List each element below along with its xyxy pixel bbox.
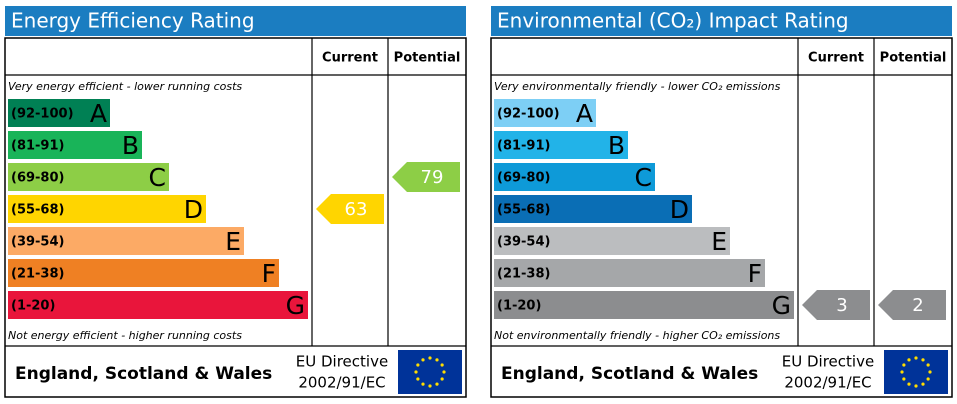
- rating-arrow: [392, 162, 460, 192]
- footer-region: England, Scotland & Wales: [501, 364, 758, 384]
- rating-value: 79: [421, 167, 444, 188]
- band-letter: E: [225, 227, 241, 256]
- eu-star: [421, 382, 425, 386]
- column-header: Potential: [880, 51, 947, 66]
- band-range: (81-91): [11, 139, 64, 154]
- rating-band: [494, 227, 730, 255]
- band-range: (69-80): [497, 171, 550, 186]
- rating-band: [494, 131, 628, 159]
- band-range: (1-20): [497, 299, 541, 314]
- rating-band: [8, 227, 244, 255]
- eu-star: [435, 382, 439, 386]
- rating-arrow: [802, 290, 870, 320]
- eu-star: [902, 363, 906, 367]
- rating-band: [494, 259, 765, 287]
- top-note: Very environmentally friendly - lower CO…: [494, 80, 781, 93]
- band-range: (21-38): [497, 267, 550, 282]
- band-range: (92-100): [11, 107, 74, 122]
- band-letter: G: [772, 291, 791, 320]
- band-letter: F: [748, 259, 762, 288]
- rating-band: [494, 163, 655, 191]
- panel-frame: [490, 37, 953, 398]
- rating-arrow: [316, 194, 384, 224]
- column-header: Current: [322, 51, 378, 66]
- rating-band: [8, 259, 279, 287]
- rating-band: [494, 291, 794, 319]
- eu-star: [900, 370, 904, 374]
- rating-value: 2: [912, 295, 923, 316]
- eu-star: [414, 370, 418, 374]
- band-letter: E: [711, 227, 727, 256]
- rating-band: [494, 195, 692, 223]
- eu-star: [907, 358, 911, 362]
- rating-band: [8, 131, 142, 159]
- band-range: (39-54): [497, 235, 550, 250]
- footer-code: 2002/91/EC: [298, 374, 385, 392]
- band-letter: D: [670, 195, 689, 224]
- eu-star: [440, 363, 444, 367]
- eu-star: [416, 377, 420, 381]
- band-letter: A: [90, 99, 107, 128]
- eu-star: [435, 358, 439, 362]
- title-bar: [491, 6, 952, 36]
- eu-star: [926, 363, 930, 367]
- rating-band: [8, 99, 110, 127]
- eu-star: [902, 377, 906, 381]
- rating-panel: Energy Efficiency Rating Current Potential…: [4, 6, 467, 398]
- eu-star: [914, 384, 918, 388]
- column-header: Potential: [394, 51, 461, 66]
- rating-value: 3: [836, 295, 847, 316]
- band-letter: C: [149, 163, 166, 192]
- eu-star: [428, 356, 432, 360]
- footer-code: 2002/91/EC: [784, 374, 871, 392]
- band-range: (1-20): [11, 299, 55, 314]
- band-letter: A: [576, 99, 593, 128]
- eu-star: [416, 363, 420, 367]
- eu-star: [421, 358, 425, 362]
- footer-directive: EU Directive: [296, 353, 388, 371]
- rating-value: 63: [345, 199, 368, 220]
- bottom-note: Not environmentally friendly - higher CO…: [494, 329, 780, 342]
- panel-title: Environmental (CO₂) Impact Rating: [497, 9, 849, 33]
- eu-star: [914, 356, 918, 360]
- eu-star: [428, 384, 432, 388]
- eu-star: [907, 382, 911, 386]
- footer-directive: EU Directive: [782, 353, 874, 371]
- band-range: (55-68): [497, 203, 550, 218]
- band-range: (81-91): [497, 139, 550, 154]
- rating-band: [8, 163, 169, 191]
- band-range: (69-80): [11, 171, 64, 186]
- rating-arrow: [878, 290, 946, 320]
- bottom-note: Not energy efficient - higher running co…: [8, 329, 242, 342]
- panel-title: Energy Efficiency Rating: [11, 9, 255, 33]
- band-range: (55-68): [11, 203, 64, 218]
- rating-panel: Environmental (CO₂) Impact Rating Current…: [490, 6, 953, 398]
- footer-region: England, Scotland & Wales: [15, 364, 272, 384]
- top-note: Very energy efficient - lower running co…: [8, 80, 242, 93]
- eu-star: [928, 370, 932, 374]
- band-letter: G: [286, 291, 305, 320]
- band-letter: F: [262, 259, 276, 288]
- eu-star: [442, 370, 446, 374]
- band-letter: D: [184, 195, 203, 224]
- eu-star: [921, 358, 925, 362]
- band-range: (39-54): [11, 235, 64, 250]
- band-letter: B: [122, 131, 139, 160]
- eu-star: [921, 382, 925, 386]
- rating-band: [494, 99, 596, 127]
- eu-star: [926, 377, 930, 381]
- eu-star: [440, 377, 444, 381]
- band-letter: B: [608, 131, 625, 160]
- panel-frame: [4, 37, 467, 398]
- band-range: (92-100): [497, 107, 560, 122]
- title-bar: [5, 6, 466, 36]
- column-header: Current: [808, 51, 864, 66]
- rating-band: [8, 291, 308, 319]
- band-range: (21-38): [11, 267, 64, 282]
- band-letter: C: [635, 163, 652, 192]
- rating-band: [8, 195, 206, 223]
